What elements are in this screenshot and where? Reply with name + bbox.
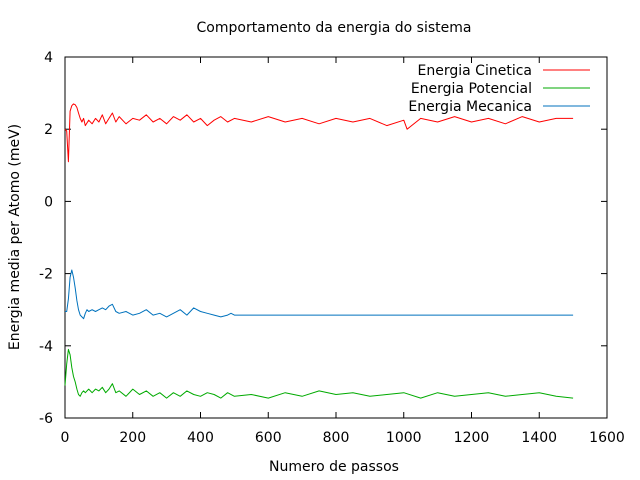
y-tick-label: 2 — [44, 122, 53, 138]
series-line-energia-mecanica — [65, 269, 574, 320]
y-tick-label: -2 — [39, 267, 53, 283]
x-tick-label: 1600 — [589, 430, 625, 446]
y-tick-label: 4 — [44, 50, 53, 66]
x-tick-label: 1400 — [521, 430, 557, 446]
y-tick-label: -6 — [39, 411, 53, 427]
chart-title: Comportamento da energia do sistema — [197, 20, 472, 36]
legend-label: Energia Mecanica — [408, 99, 532, 115]
x-tick-label: 0 — [61, 430, 70, 446]
series-layer — [64, 103, 574, 399]
legend-label: Energia Potencial — [411, 81, 532, 97]
series-line-energia-potencial — [64, 348, 574, 399]
x-axis-label: Numero de passos — [269, 459, 399, 475]
x-tick-label: 600 — [255, 430, 282, 446]
y-axis-label: Energia media per Atomo (meV) — [7, 124, 23, 350]
x-tick-label: 1000 — [386, 430, 422, 446]
x-tick-label: 400 — [187, 430, 214, 446]
x-tick-label: 800 — [323, 430, 350, 446]
legend-label: Energia Cinetica — [418, 63, 532, 79]
x-tick-label: 200 — [119, 430, 146, 446]
y-tick-label: 0 — [44, 194, 53, 210]
axis-ticks: 0 200 400 600 800 1000 1200 1400 1600 -6 -4 -2 0 2 4 — [39, 50, 625, 446]
x-tick-label: 1200 — [454, 430, 490, 446]
legend: Energia Cinetica Energia Potencial Energia… — [408, 63, 590, 115]
series-line-energia-cinetica — [64, 103, 574, 163]
y-tick-label: -4 — [39, 339, 53, 355]
